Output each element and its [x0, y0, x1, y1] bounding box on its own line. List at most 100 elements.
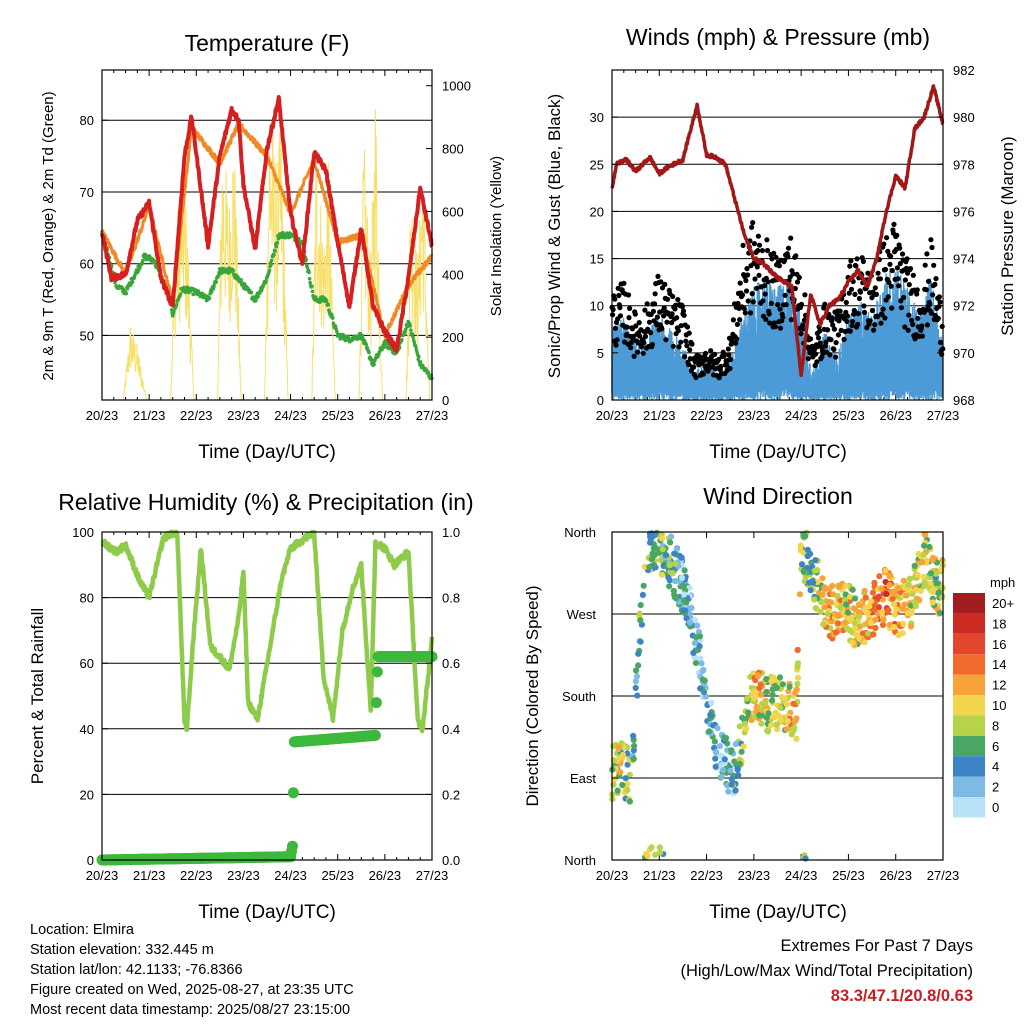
direction-point — [794, 680, 801, 688]
gust-point — [873, 291, 880, 297]
direction-point — [899, 630, 906, 637]
gust-point — [678, 339, 684, 345]
colorbar-label: 2 — [992, 780, 999, 795]
direction-point — [817, 608, 824, 615]
dewpoint-point — [344, 338, 349, 343]
gust-point — [924, 322, 931, 328]
gust-point — [885, 248, 891, 254]
direction-point — [922, 531, 929, 538]
direction-point — [691, 640, 699, 647]
station-elevation: Station elevation: 332.445 m — [30, 942, 214, 958]
winds-ytick-label: 25 — [590, 157, 604, 172]
gust-point — [755, 248, 761, 254]
gust-point — [898, 298, 904, 304]
gust-point — [674, 315, 680, 321]
direction-point — [649, 550, 656, 557]
gust-point — [780, 314, 786, 320]
direction-point — [859, 630, 866, 637]
winds-ytick-right-label: 968 — [953, 393, 975, 408]
gust-point — [752, 276, 758, 282]
wind-direction-xtick-label: 25/23 — [832, 868, 865, 883]
dewpoint-point — [326, 302, 331, 307]
direction-point — [891, 611, 898, 618]
direction-point — [848, 614, 855, 621]
winds-ytick-label: 20 — [590, 204, 604, 219]
gust-point — [772, 324, 779, 330]
humidity-xtick-label: 23/23 — [227, 868, 260, 883]
gust-point — [860, 258, 867, 265]
direction-point — [728, 776, 736, 783]
direction-point — [702, 693, 710, 700]
direction-point — [758, 720, 765, 727]
temperature-xtick-label: 21/23 — [133, 408, 166, 423]
gust-point — [854, 256, 860, 262]
colorbar-label: 14 — [992, 657, 1006, 672]
gust-point — [930, 292, 936, 298]
gust-point — [670, 293, 676, 300]
dewpoint-point — [331, 316, 335, 320]
gust-point — [617, 305, 623, 311]
humidity-ytick-right-label: 0.6 — [442, 656, 460, 671]
dewpoint-point — [417, 354, 421, 359]
dewpoint-point — [308, 280, 313, 285]
direction-point — [875, 604, 883, 611]
direction-point — [882, 567, 889, 574]
direction-point — [824, 598, 832, 606]
gust-point — [875, 270, 881, 276]
direction-point — [631, 742, 638, 750]
direction-point — [624, 761, 631, 768]
direction-point — [812, 557, 819, 564]
direction-point — [646, 563, 653, 571]
direction-point — [717, 752, 724, 759]
humidity-ytick-right-label: 0.8 — [442, 591, 460, 606]
precip-point — [287, 840, 298, 852]
gust-point — [887, 261, 893, 267]
direction-point — [758, 691, 765, 698]
direction-point — [871, 579, 878, 587]
gust-point — [737, 280, 743, 286]
gust-point — [896, 283, 902, 289]
temperature-ytick-label: 80 — [80, 113, 94, 128]
gust-point — [802, 292, 808, 298]
direction-point — [736, 760, 743, 768]
gust-point — [830, 322, 836, 328]
gust-point — [926, 278, 932, 284]
direction-point — [861, 639, 868, 646]
gust-point — [764, 237, 770, 243]
gust-point — [642, 333, 649, 340]
direction-point — [936, 610, 944, 617]
gust-point — [844, 313, 851, 319]
dewpoint-point — [400, 337, 404, 342]
winds-ytick-label: 15 — [590, 252, 604, 267]
direction-point — [656, 844, 664, 851]
direction-point — [635, 662, 642, 669]
direction-point — [818, 599, 825, 606]
direction-point — [727, 767, 734, 774]
direction-point — [786, 683, 793, 690]
gust-point — [617, 313, 624, 319]
gust-point — [744, 266, 750, 272]
direction-point — [697, 655, 704, 662]
wind-direction-xtick-label: 22/23 — [690, 868, 723, 883]
colorbar-label: 12 — [992, 678, 1006, 693]
gust-point — [869, 307, 876, 314]
gust-point — [902, 277, 909, 283]
gust-point — [884, 235, 890, 241]
direction-point — [927, 570, 935, 577]
direction-point — [697, 685, 704, 692]
winds-ytick-label: 0 — [597, 393, 604, 408]
direction-point — [633, 673, 641, 680]
gust-point — [800, 326, 806, 332]
dewpoint-point — [220, 271, 224, 275]
gust-point — [881, 241, 887, 247]
direction-point — [920, 573, 927, 581]
direction-point — [935, 589, 942, 596]
gust-point — [805, 356, 811, 362]
gust-point — [888, 253, 894, 259]
winds-ytick-label: 5 — [597, 346, 604, 361]
gust-point — [768, 300, 775, 306]
gust-point — [749, 224, 755, 230]
direction-point — [855, 634, 863, 641]
wind-direction-xtick-label: 26/23 — [879, 868, 912, 883]
gust-point — [906, 282, 912, 288]
